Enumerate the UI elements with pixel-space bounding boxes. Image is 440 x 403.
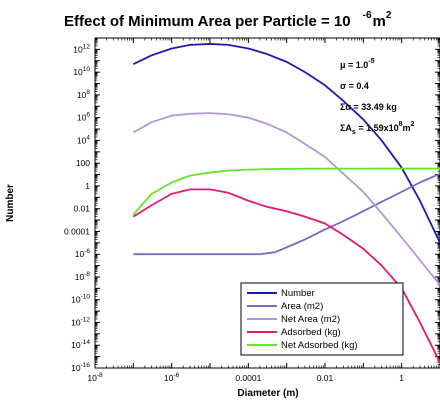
y-tick-label: 108 [77,89,90,100]
legend-label-number: Number [281,288,315,299]
annotation-sum-alpha: Σα = 33.49 kg [340,102,397,112]
y-tick-label: 10-16 [71,362,90,373]
legend: Number Area (m2) Net Area (m2) Adsorbed … [240,282,404,356]
y-tick-label: 0.01 [73,204,90,214]
x-tick-label: 1 [399,373,404,383]
y-tick-label: 10-6 [75,248,91,259]
x-tick-label: 0.01 [317,373,334,383]
y-tick-label: 104 [77,134,90,145]
x-axis-label: Diameter (m) [237,388,298,399]
x-tick-label: 10-6 [164,372,180,383]
legend-label-net-area: Net Area (m2) [281,314,340,325]
legend-label-net-adsorbed: Net Adsorbed (kg) [281,340,358,351]
annotation-sigma: σ = 0.4 [340,81,369,91]
y-tick-label: 1 [85,181,90,191]
annotations: μ = 1.0-5 σ = 0.4 Σα = 33.49 kg ΣAs = 1.… [340,58,415,136]
y-tick-label: 10-10 [71,294,90,305]
y-tick-label: 1010 [73,66,90,77]
x-tick-label: 0.0001 [235,373,261,383]
series-line-4 [132,167,440,216]
y-tick-label: 0.0001 [64,226,90,236]
y-tick-label: 10-12 [71,316,90,327]
y-tick-label: 10-14 [71,339,90,350]
series-lines [132,43,440,363]
series-line-1 [133,172,440,256]
y-tick-label: 100 [76,158,90,168]
series-line-2 [132,112,440,286]
annotation-sum-area: ΣAs = 1.59x108m2 [340,121,415,136]
chart-title: Effect of Minimum Area per Particle = 10… [64,10,392,30]
annotation-mu: μ = 1.0-5 [340,58,375,70]
legend-label-adsorbed: Adsorbed (kg) [281,327,341,338]
series-line-0 [132,43,440,244]
legend-label-area: Area (m2) [281,301,323,312]
y-tick-label: 106 [77,112,90,123]
y-tick-label: 10-8 [75,271,91,282]
series-line-3 [132,188,440,363]
x-tick-label: 10-8 [87,372,103,383]
y-axis-label: Number [5,184,16,222]
y-tick-label: 1012 [73,43,90,54]
